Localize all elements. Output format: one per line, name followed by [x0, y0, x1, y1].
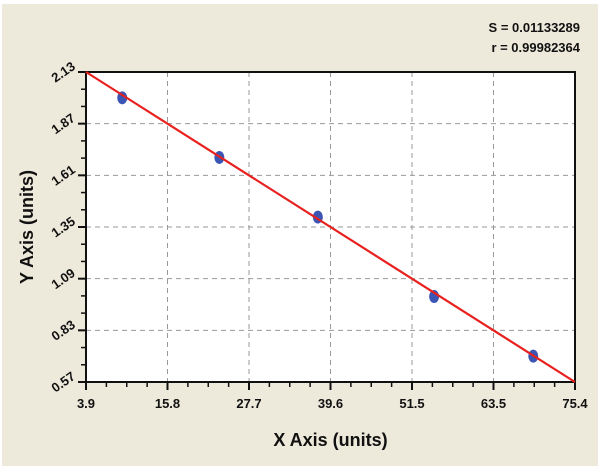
x-tick-label: 15.8: [155, 396, 180, 411]
y-tick-label: 0.57: [49, 369, 78, 396]
x-tick-label: 75.4: [562, 396, 588, 411]
x-tick-label: 51.5: [399, 396, 424, 411]
y-tick-label: 0.83: [49, 317, 78, 344]
y-axis-label: Y Axis (units): [17, 170, 37, 284]
x-tick-label: 27.7: [236, 396, 261, 411]
r-annotation: r = 0.99982364: [491, 40, 580, 55]
s-annotation: S = 0.01133289: [488, 20, 580, 35]
y-tick-label: 2.13: [49, 59, 78, 86]
x-tick-label: 39.6: [318, 396, 343, 411]
y-tick-label: 1.61: [49, 162, 78, 189]
y-tick-label: 1.09: [49, 265, 78, 292]
x-tick-label: 3.9: [77, 396, 95, 411]
x-tick-label: 63.5: [481, 396, 506, 411]
fit-line: [85, 71, 576, 383]
y-tick-label: 1.87: [49, 110, 78, 137]
x-axis-label: X Axis (units): [273, 430, 387, 450]
plot-border: [85, 71, 576, 383]
y-tick-label: 1.35: [49, 214, 78, 241]
